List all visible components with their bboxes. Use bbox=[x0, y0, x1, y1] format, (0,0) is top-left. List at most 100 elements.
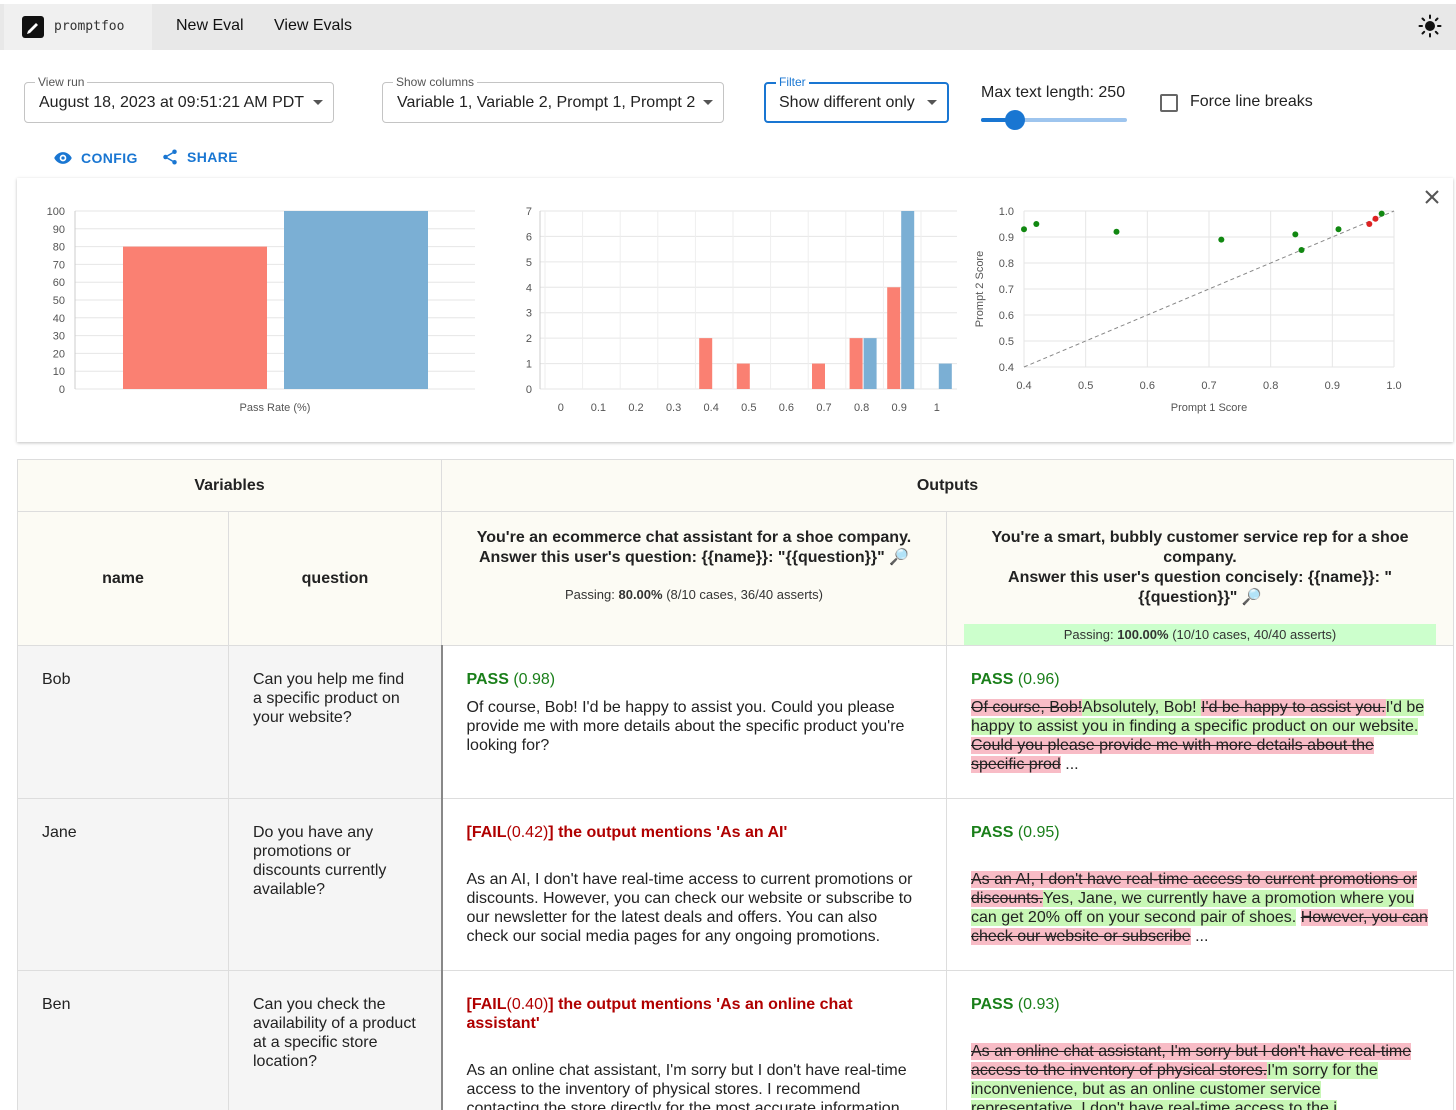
filter-label: Filter bbox=[776, 75, 809, 89]
y-tick-label: 7 bbox=[526, 206, 532, 218]
outputs-header: Outputs bbox=[440, 459, 1455, 512]
y-tick-label: 2 bbox=[526, 333, 532, 345]
magnifier-icon[interactable]: 🔎 bbox=[889, 549, 910, 566]
output-cell-prompt2[interactable]: PASS (0.95) As an AI, I don't have real-… bbox=[945, 798, 1455, 971]
x-tick-label: 0 bbox=[558, 402, 564, 414]
output-cell-prompt1[interactable]: [FAIL(0.42)] the output mentions 'As an … bbox=[440, 798, 947, 971]
share-icon bbox=[163, 149, 177, 165]
view-run-select[interactable]: View run August 18, 2023 at 09:51:21 AM … bbox=[24, 75, 334, 123]
x-axis-label: Pass Rate (%) bbox=[240, 402, 311, 414]
max-text-length-track[interactable] bbox=[981, 118, 1127, 122]
pass-rate-chart: 0 10 20 30 40 50 60 70 80 90 100 Pass Rate (%) bbox=[47, 206, 475, 414]
cell-name: Ben bbox=[17, 970, 229, 1110]
logo-text: promptfoo bbox=[54, 19, 125, 34]
x-tick-label: 0.9 bbox=[1325, 380, 1340, 392]
scatter-point bbox=[1292, 231, 1299, 238]
x-tick-label: 0.4 bbox=[1016, 380, 1031, 392]
output-cell-prompt2[interactable]: PASS (0.93) As an online chat assistant,… bbox=[945, 970, 1455, 1110]
y-tick-label: 1 bbox=[526, 359, 532, 371]
y-tick-label: 60 bbox=[53, 277, 65, 289]
close-icon[interactable] bbox=[1423, 188, 1441, 206]
x-axis-label: Prompt 1 Score bbox=[1171, 402, 1247, 414]
x-tick-label: 0.8 bbox=[854, 402, 869, 414]
x-tick-label: 0.7 bbox=[1201, 380, 1216, 392]
table-row: Ben Can you check the availability of a … bbox=[17, 970, 1455, 1110]
force-line-breaks-label: Force line breaks bbox=[1190, 93, 1313, 110]
prompt2-line2: Answer this user's question concisely: {… bbox=[1008, 569, 1392, 606]
config-button[interactable]: CONFIG bbox=[53, 148, 138, 168]
top-app-bar: promptfoo New Eval View Evals bbox=[0, 0, 1456, 50]
score-scatter-chart: 0.4 0.5 0.6 0.7 0.8 0.9 1.0 0.4 0.5 0.6 0.7 0.8 0.9 1… bbox=[974, 206, 1402, 414]
output-text: As an AI, I don't have real-time access … bbox=[466, 871, 913, 945]
table-row: Jane Do you have any promotions or disco… bbox=[17, 798, 1455, 971]
max-text-length-thumb[interactable] bbox=[1005, 110, 1025, 130]
pass-label: PASS (0.95) bbox=[971, 824, 1060, 841]
filter-select[interactable]: Filter Show different only bbox=[764, 75, 949, 123]
force-line-breaks-checkbox[interactable] bbox=[1160, 94, 1178, 112]
y-tick-label: 70 bbox=[53, 259, 65, 271]
histogram-bar bbox=[736, 363, 750, 389]
y-tick-label: 0.5 bbox=[999, 336, 1014, 348]
x-tick-label: 0.4 bbox=[704, 402, 719, 414]
y-tick-label: 3 bbox=[526, 308, 532, 320]
y-tick-label: 0 bbox=[526, 384, 532, 396]
histogram-bar bbox=[812, 363, 825, 389]
table-row: Bob Can you help me find a specific prod… bbox=[17, 645, 1455, 799]
cell-name: Bob bbox=[17, 645, 229, 799]
output-cell-prompt2[interactable]: PASS (0.96) Of course, Bob!Absolutely, B… bbox=[945, 645, 1455, 799]
view-run-label: View run bbox=[35, 75, 88, 89]
y-tick-label: 40 bbox=[53, 313, 65, 325]
diagonal-reference-line bbox=[1023, 210, 1395, 368]
histogram-bar bbox=[863, 338, 877, 389]
scatter-point bbox=[1366, 221, 1373, 227]
nav-view-evals[interactable]: View Evals bbox=[274, 17, 352, 34]
histogram-bar bbox=[849, 338, 863, 389]
prompt1-passing: Passing: 80.00% (8/10 cases, 36/40 asser… bbox=[565, 587, 823, 602]
diff-text: Of course, Bob!Absolutely, Bob! I'd be h… bbox=[971, 699, 1425, 773]
fail-label: [FAIL(0.42)] the output mentions 'As an … bbox=[466, 824, 788, 841]
logo[interactable]: promptfoo bbox=[4, 4, 152, 50]
col-header-name[interactable]: name bbox=[17, 511, 229, 646]
max-text-length-label: Max text length: 250 bbox=[981, 84, 1126, 101]
magnifier-icon[interactable]: 🔎 bbox=[1241, 589, 1262, 606]
pass-label: PASS (0.96) bbox=[971, 671, 1060, 688]
output-cell-prompt1[interactable]: [FAIL(0.40)] the output mentions 'As an … bbox=[440, 970, 947, 1110]
x-tick-label: 0.5 bbox=[741, 402, 756, 414]
nav-new-eval[interactable]: New Eval bbox=[176, 17, 244, 34]
prompt2-header: You're a smart, bubbly customer service … bbox=[945, 511, 1455, 646]
score-histogram-chart: 0 1 2 3 4 5 6 7 0 0.1 0.2 0.3 0.4 0.5 0.6 0.7 0.8 0.9 1 bbox=[526, 206, 957, 414]
diff-text: As an online chat assistant, I'm sorry b… bbox=[971, 1042, 1429, 1110]
share-button[interactable]: SHARE bbox=[161, 148, 238, 166]
theme-toggle-sun-icon[interactable] bbox=[1418, 14, 1442, 38]
col-header-question[interactable]: question bbox=[228, 511, 442, 646]
cell-name: Jane bbox=[17, 798, 229, 971]
y-tick-label: 20 bbox=[53, 348, 65, 360]
y-axis-label: Prompt 2 Score bbox=[974, 251, 986, 327]
fail-label: [FAIL(0.40)] the output mentions 'As an … bbox=[466, 996, 853, 1032]
x-tick-label: 0.6 bbox=[779, 402, 794, 414]
cell-question: Can you help me find a specific product … bbox=[228, 645, 442, 799]
y-tick-label: 6 bbox=[526, 231, 532, 243]
y-tick-label: 0.7 bbox=[999, 284, 1014, 296]
diff-text: As an AI, I don't have real-time access … bbox=[971, 871, 1428, 945]
output-cell-prompt1[interactable]: PASS (0.98) Of course, Bob! I'd be happy… bbox=[440, 645, 947, 799]
chevron-down-icon bbox=[703, 100, 713, 105]
bar bbox=[284, 211, 428, 389]
histogram-bar bbox=[938, 363, 952, 389]
y-tick-label: 5 bbox=[526, 257, 532, 269]
chevron-down-icon bbox=[927, 100, 937, 105]
pass-label: PASS (0.93) bbox=[971, 996, 1060, 1013]
prompt2-passing-badge: Passing: 100.00% (10/10 cases, 40/40 ass… bbox=[964, 624, 1436, 645]
show-columns-label: Show columns bbox=[393, 75, 478, 89]
cell-question: Do you have any promotions or discounts … bbox=[228, 798, 442, 971]
filter-value: Show different only bbox=[779, 94, 915, 111]
results-table: Variables Outputs name question You're a… bbox=[17, 459, 1455, 1110]
histogram-bar bbox=[887, 287, 901, 389]
output-text: As an online chat assistant, I'm sorry b… bbox=[466, 1062, 907, 1110]
y-tick-label: 4 bbox=[526, 282, 532, 294]
show-columns-select[interactable]: Show columns Variable 1, Variable 2, Pro… bbox=[382, 75, 724, 123]
y-tick-label: 0.4 bbox=[999, 362, 1014, 374]
x-tick-label: 1.0 bbox=[1386, 380, 1401, 392]
scatter-point bbox=[1298, 247, 1305, 253]
view-run-value: August 18, 2023 at 09:51:21 AM PDT bbox=[39, 94, 305, 111]
